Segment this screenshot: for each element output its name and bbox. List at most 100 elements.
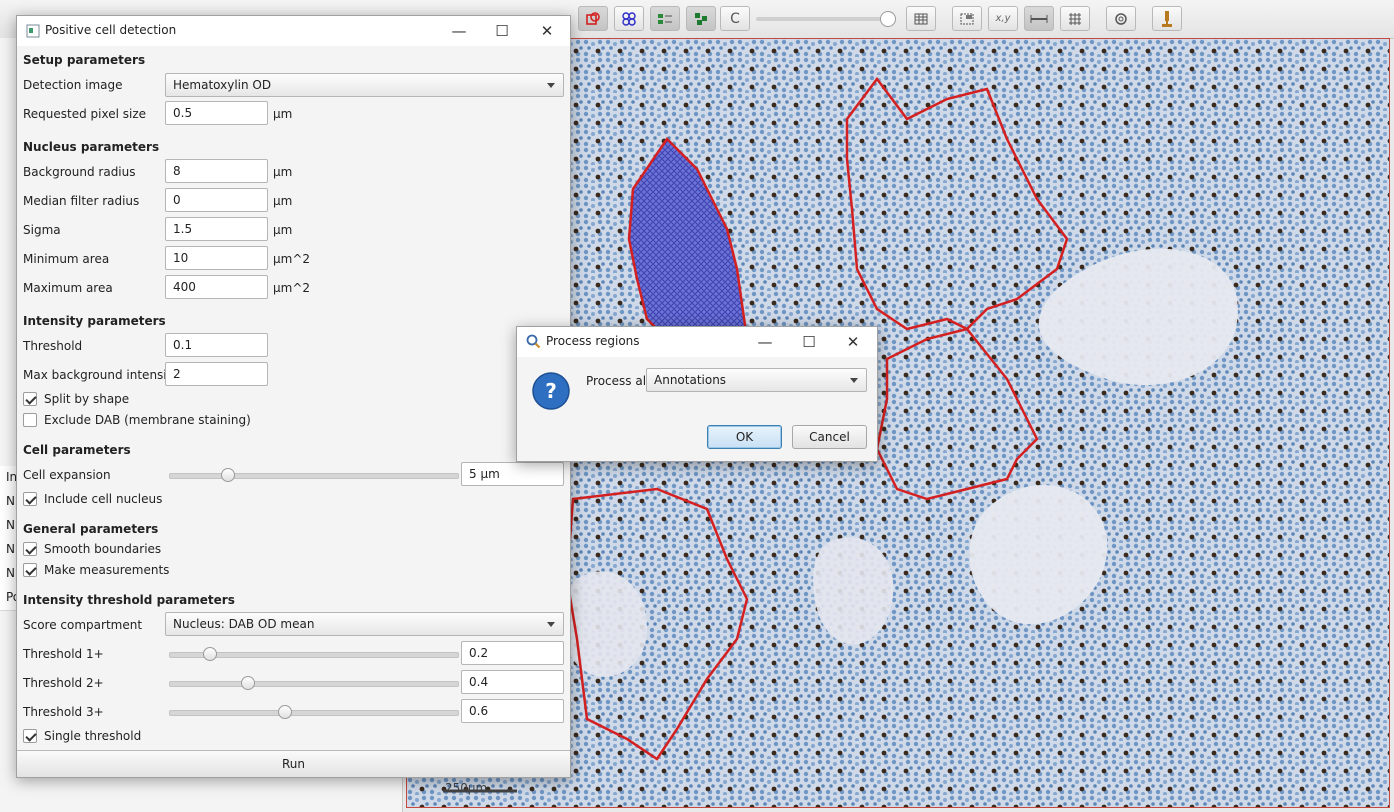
threshold-3-label: Threshold 3+ [23,705,104,719]
threshold-1-input[interactable]: 0.2 [461,641,564,665]
checkbox-box[interactable] [23,542,37,556]
slider-thumb[interactable] [203,647,218,661]
dialog-title-bar[interactable]: Process regions — ☐ ✕ [517,327,877,357]
split-by-shape-checkbox[interactable]: Split by shape [23,391,129,407]
checkbox-label: Smooth boundaries [44,542,162,556]
maximum-area-input[interactable]: 400 [165,275,268,299]
threshold-params-heading: Intensity threshold parameters [23,593,235,607]
checkbox-box[interactable] [23,492,37,506]
scalebar-label: 250µm [445,781,488,795]
threshold-2-label: Threshold 2+ [23,676,104,690]
list-item-label: N [6,566,15,580]
threshold-1-slider[interactable] [169,647,459,661]
list-item-label: N [6,494,15,508]
chevron-down-icon [547,83,555,88]
median-filter-input[interactable]: 0 [165,188,268,212]
checkbox-label: Exclude DAB (membrane staining) [44,413,251,427]
checkbox-label: Make measurements [44,563,170,577]
score-compartment-value: Nucleus: DAB OD mean [173,617,315,631]
max-background-label: Max background intensity [23,368,179,382]
close-icon[interactable]: ✕ [846,333,860,351]
positive-cell-detection-dialog: Positive cell detection — ☐ ✕ Setup para… [16,15,571,778]
cell-expansion-input[interactable]: 5 µm [461,462,564,486]
sigma-input[interactable]: 1.5 [165,217,268,241]
fill-detections-icon[interactable] [686,6,716,31]
show-coords-icon[interactable]: x,y [988,6,1018,31]
score-compartment-label: Score compartment [23,618,143,632]
score-compartment-select[interactable]: Nucleus: DAB OD mean [165,612,564,636]
include-nucleus-checkbox[interactable]: Include cell nucleus [23,491,162,507]
threshold-3-input[interactable]: 0.6 [461,699,564,723]
list-item-label: N [6,542,15,556]
threshold-3-slider[interactable] [169,705,459,719]
cancel-button[interactable]: Cancel [792,425,867,449]
search-icon [526,334,541,349]
threshold-label: Threshold [23,339,83,353]
background-radius-unit: µm [273,165,293,179]
ok-button[interactable]: OK [707,425,782,449]
background-radius-input[interactable]: 8 [165,159,268,183]
cell-heading: Cell parameters [23,443,131,457]
detection-image-value: Hematoxylin OD [173,78,272,92]
exclude-dab-checkbox[interactable]: Exclude DAB (membrane staining) [23,412,251,428]
maximize-icon[interactable]: ☐ [495,22,509,40]
microscope-icon[interactable] [1152,6,1182,31]
checkbox-label: Split by shape [44,392,130,406]
single-threshold-checkbox[interactable]: Single threshold [23,728,141,744]
opacity-slider-thumb[interactable] [880,11,896,27]
checkbox-box[interactable] [23,729,37,743]
list-item-label: In [6,470,18,484]
show-annotations-icon[interactable] [578,6,608,31]
background-radius-label: Background radius [23,165,136,179]
checkbox-box[interactable] [23,563,37,577]
chevron-down-icon [850,378,858,383]
checkbox-label: Include cell nucleus [44,492,163,506]
detection-image-select[interactable]: Hematoxylin OD [165,73,564,97]
minimum-area-input[interactable]: 10 [165,246,268,270]
show-overview-icon[interactable] [952,6,982,31]
maximize-icon[interactable]: ☐ [802,333,816,351]
process-regions-dialog: Process regions — ☐ ✕ ? Process all Anno… [516,326,878,462]
svg-text:?: ? [545,379,557,403]
close-icon[interactable]: ✕ [540,22,554,40]
threshold-1-label: Threshold 1+ [23,647,104,661]
sigma-unit: µm [273,223,293,237]
max-background-input[interactable]: 2 [165,362,268,386]
process-all-value: Annotations [654,373,727,387]
threshold-input[interactable]: 0.1 [165,333,268,357]
make-measurements-checkbox[interactable]: Make measurements [23,562,169,578]
channel-c-icon[interactable]: C [720,6,750,31]
checkbox-label: Single threshold [44,729,142,743]
minimum-area-label: Minimum area [23,252,110,266]
run-button[interactable]: Run [17,750,570,777]
slider-thumb[interactable] [240,676,255,690]
settings-icon[interactable] [1106,6,1136,31]
checkbox-box[interactable] [23,392,37,406]
smooth-boundaries-checkbox[interactable]: Smooth boundaries [23,541,161,557]
maximum-area-label: Maximum area [23,281,113,295]
dialog-title-bar[interactable]: Positive cell detection — ☐ ✕ [17,16,570,46]
dialog-title: Positive cell detection [45,23,177,37]
cell-expansion-label: Cell expansion [23,468,111,482]
show-names-icon[interactable] [650,6,680,31]
question-icon: ? [532,372,570,410]
show-scalebar-icon[interactable] [1024,6,1054,31]
general-heading: General parameters [23,522,159,536]
minimize-icon[interactable]: — [757,333,773,351]
counting-grid-icon[interactable] [1060,6,1090,31]
app-window-icon [26,24,40,38]
cell-expansion-slider[interactable] [169,468,459,482]
opacity-slider[interactable] [756,11,896,27]
chevron-down-icon [547,622,555,627]
process-all-select[interactable]: Annotations [646,368,867,392]
pixel-size-input[interactable]: 0.5 [165,101,268,125]
minimize-icon[interactable]: — [451,22,467,40]
pixel-size-unit: µm [273,107,293,121]
slider-thumb[interactable] [278,705,293,719]
slider-thumb[interactable] [220,468,235,482]
show-grid-icon[interactable] [906,6,936,31]
threshold-2-slider[interactable] [169,676,459,690]
checkbox-box[interactable] [23,413,37,427]
show-detections-icon[interactable] [614,6,644,31]
threshold-2-input[interactable]: 0.4 [461,670,564,694]
